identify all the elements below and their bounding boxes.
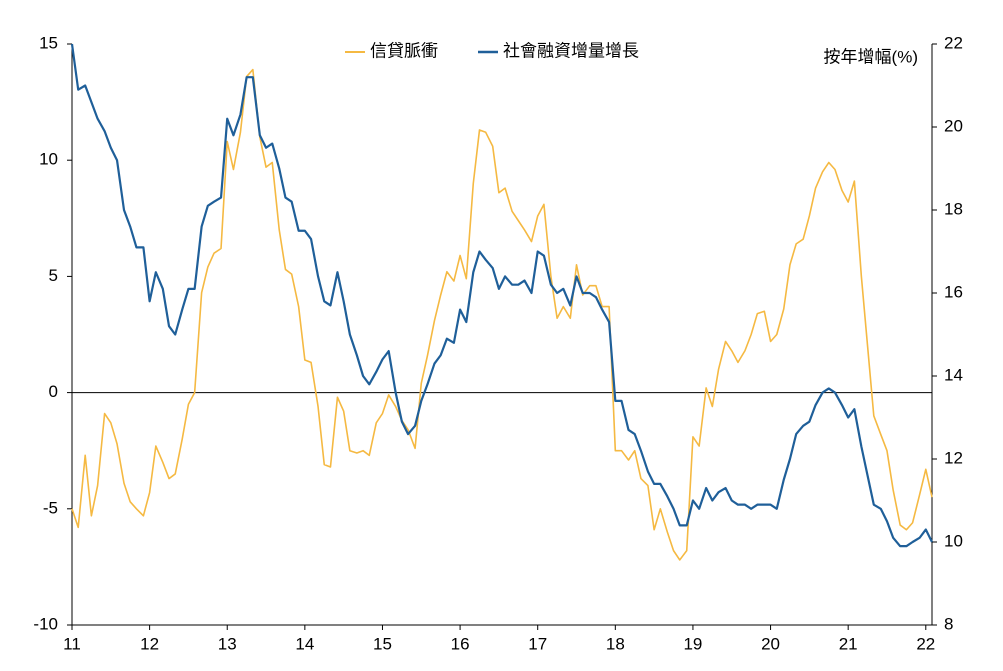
y2-tick-label: 14 bbox=[944, 365, 963, 384]
data-line bbox=[70, 43, 933, 548]
y-tick-label: -10 bbox=[33, 614, 58, 633]
y-tick-label: 10 bbox=[39, 150, 58, 169]
y-tick-label: 15 bbox=[39, 33, 58, 52]
x-tick-label: 19 bbox=[683, 634, 702, 653]
legend-label: 社會融資增量增長 bbox=[503, 41, 639, 60]
y-tick-label: 5 bbox=[49, 266, 58, 285]
x-tick-label: 12 bbox=[140, 634, 159, 653]
x-tick-label: 18 bbox=[606, 634, 625, 653]
y2-tick-label: 12 bbox=[944, 448, 963, 467]
x-tick-label: 15 bbox=[373, 634, 392, 653]
x-tick-label: 14 bbox=[295, 634, 314, 653]
y2-tick-label: 22 bbox=[944, 33, 963, 52]
x-tick-label: 13 bbox=[218, 634, 237, 653]
y2-tick-label: 18 bbox=[944, 199, 963, 218]
x-tick-label: 11 bbox=[63, 634, 81, 653]
x-tick-label: 16 bbox=[451, 634, 470, 653]
y2-tick-label: 20 bbox=[944, 116, 963, 135]
x-tick-label: 20 bbox=[761, 634, 780, 653]
y2-tick-label: 8 bbox=[944, 614, 953, 633]
x-tick-label: 22 bbox=[916, 634, 935, 653]
y2-tick-label: 10 bbox=[944, 531, 963, 550]
y-tick-label: 0 bbox=[49, 382, 58, 401]
x-tick-label: 21 bbox=[839, 634, 858, 653]
y2-axis-label: 按年增幅(%) bbox=[824, 47, 918, 66]
y2-tick-label: 16 bbox=[944, 282, 963, 301]
x-tick-label: 17 bbox=[528, 634, 547, 653]
data-line bbox=[71, 68, 933, 561]
legend-label: 信貸脈衝 bbox=[370, 41, 438, 60]
y-tick-label: -5 bbox=[43, 498, 58, 517]
